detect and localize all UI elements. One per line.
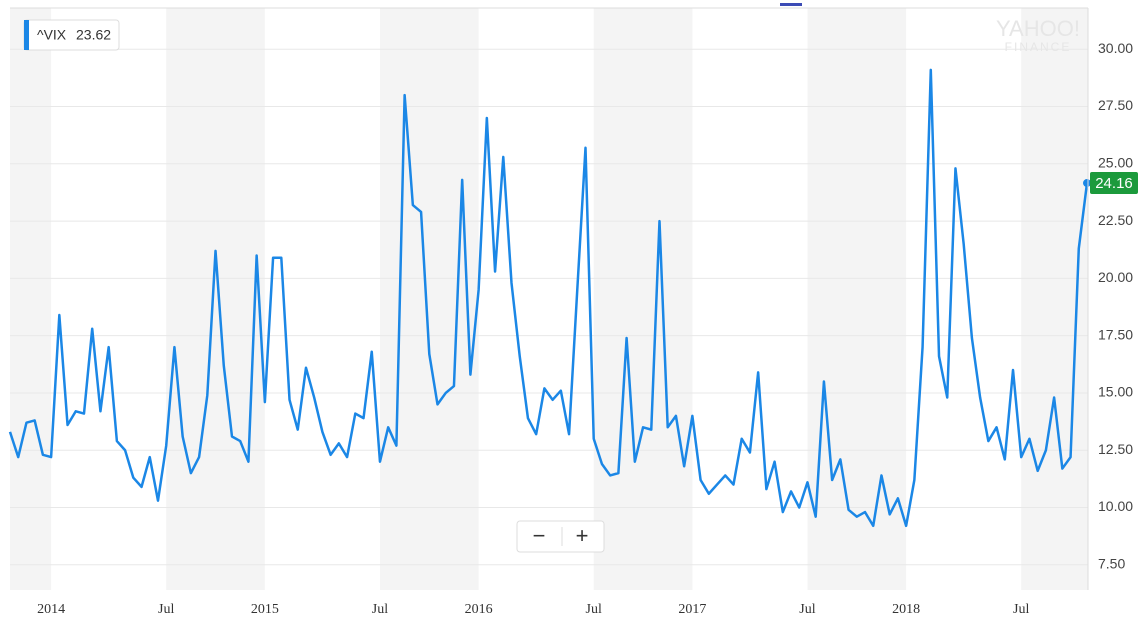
y-tick-label: 30.00 bbox=[1098, 40, 1133, 56]
y-tick-label: 22.50 bbox=[1098, 212, 1133, 228]
x-tick-label: 2016 bbox=[465, 602, 493, 617]
x-tick-label: Jul bbox=[799, 602, 815, 617]
legend-value: 23.62 bbox=[76, 27, 111, 43]
x-tick-label: 2017 bbox=[678, 602, 706, 617]
y-tick-label: 27.50 bbox=[1098, 97, 1133, 113]
legend-symbol: ^VIX bbox=[37, 27, 67, 43]
last-point bbox=[1083, 179, 1091, 188]
y-tick-label: 10.00 bbox=[1098, 498, 1133, 514]
x-tick-label: 2018 bbox=[892, 602, 920, 617]
band bbox=[10, 8, 52, 590]
series-line bbox=[8, 68, 1089, 528]
zoom-controls: − + bbox=[516, 520, 605, 553]
y-tick-label: 25.00 bbox=[1098, 155, 1133, 171]
legend: ^VIX 23.62 bbox=[23, 19, 120, 51]
plot bbox=[8, 68, 1091, 528]
x-tick-label: Jul bbox=[1013, 602, 1029, 617]
x-tick-label: Jul bbox=[372, 602, 388, 617]
watermark: YAHOO! bbox=[996, 16, 1080, 41]
band bbox=[807, 8, 907, 590]
y-tick-label: 7.50 bbox=[1098, 555, 1125, 571]
x-tick-label: 2014 bbox=[37, 602, 65, 617]
zoom-box bbox=[516, 520, 605, 553]
grid bbox=[10, 48, 1088, 566]
band bbox=[593, 8, 693, 590]
band bbox=[166, 8, 265, 590]
x-tick-label: 2015 bbox=[251, 602, 279, 617]
zoom-in[interactable]: + bbox=[576, 523, 589, 548]
watermark: FINANCE bbox=[1005, 40, 1072, 54]
y-tick-label: 20.00 bbox=[1098, 269, 1133, 285]
y-tick-label: 12.50 bbox=[1098, 441, 1133, 457]
y-tick-label: 17.50 bbox=[1098, 326, 1133, 342]
top-indicator bbox=[780, 3, 802, 6]
y-tick-label: 15.00 bbox=[1098, 384, 1133, 400]
last-value-label: 24.16 bbox=[1095, 175, 1133, 192]
legend-swatch bbox=[24, 20, 29, 50]
zoom-out[interactable]: − bbox=[533, 523, 546, 548]
background-bands bbox=[10, 8, 1088, 590]
x-tick-label: Jul bbox=[586, 602, 602, 617]
last-value-badge bbox=[1090, 172, 1138, 195]
band bbox=[379, 8, 479, 590]
x-tick-label: Jul bbox=[158, 602, 174, 617]
